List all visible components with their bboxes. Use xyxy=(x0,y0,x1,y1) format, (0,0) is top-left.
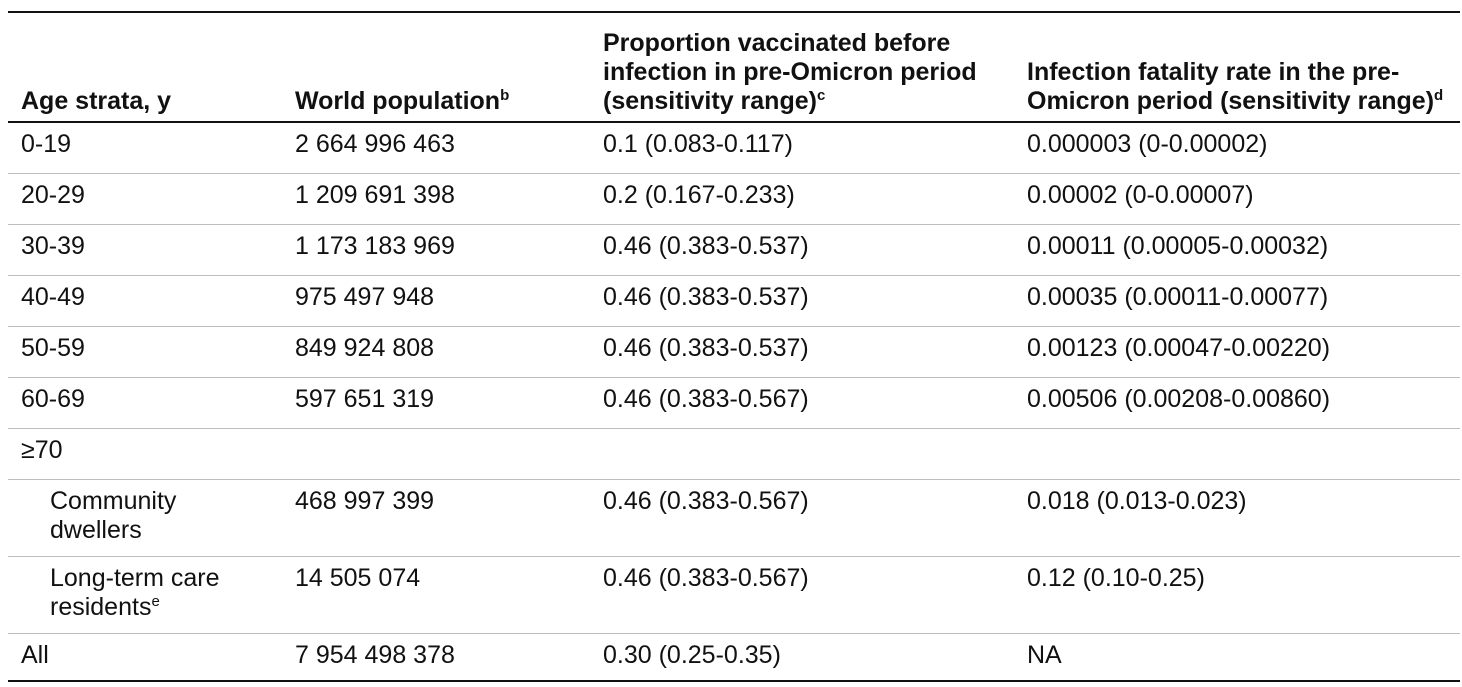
cell-ifr: 0.00002 (0-0.00007) xyxy=(1014,173,1460,225)
footnote-marker-e: e xyxy=(151,593,160,610)
footnote-marker-d: d xyxy=(1434,87,1444,104)
cell-vaccinated: 0.46 (0.383-0.537) xyxy=(590,326,1014,378)
table-body: 0-19 2 664 996 463 0.1 (0.083-0.117) 0.0… xyxy=(8,122,1460,682)
header-age-text: Age strata, y xyxy=(21,87,172,115)
cell-age: 40-49 xyxy=(8,275,282,327)
header-infection-fatality-rate: Infection fatality rate in the pre-Omicr… xyxy=(1014,12,1460,122)
cell-population: 1 209 691 398 xyxy=(282,173,590,225)
table-row-60-69: 60-69 597 651 319 0.46 (0.383-0.567) 0.0… xyxy=(8,377,1460,429)
cell-population: 1 173 183 969 xyxy=(282,224,590,276)
cell-age: Long-term care residentse xyxy=(8,556,282,634)
table-row-all: All 7 954 498 378 0.30 (0.25-0.35) NA xyxy=(8,633,1460,682)
cell-ifr: NA xyxy=(1014,633,1460,682)
data-table: Age strata, y World populationb Proporti… xyxy=(8,11,1460,682)
cell-vaccinated-empty xyxy=(590,428,1014,480)
cell-ifr: 0.00011 (0.00005-0.00032) xyxy=(1014,224,1460,276)
table-header: Age strata, y World populationb Proporti… xyxy=(8,12,1460,122)
cell-population: 975 497 948 xyxy=(282,275,590,327)
cell-population-empty xyxy=(282,428,590,480)
cell-vaccinated: 0.2 (0.167-0.233) xyxy=(590,173,1014,225)
cell-vaccinated: 0.46 (0.383-0.567) xyxy=(590,556,1014,634)
cell-age: 20-29 xyxy=(8,173,282,225)
cell-age: 0-19 xyxy=(8,122,282,174)
cell-ifr: 0.00035 (0.00011-0.00077) xyxy=(1014,275,1460,327)
header-row: Age strata, y World populationb Proporti… xyxy=(8,12,1460,122)
table-row-50-59: 50-59 849 924 808 0.46 (0.383-0.537) 0.0… xyxy=(8,326,1460,378)
footnote-marker-c: c xyxy=(816,87,826,104)
cell-age-text: Long-term care residents xyxy=(50,564,220,621)
cell-vaccinated: 0.46 (0.383-0.537) xyxy=(590,275,1014,327)
header-ifr-text: Infection fatality rate in the pre-Omicr… xyxy=(1027,58,1435,115)
cell-ifr: 0.018 (0.013-0.023) xyxy=(1014,479,1460,557)
cell-population: 597 651 319 xyxy=(282,377,590,429)
header-world-population: World populationb xyxy=(282,12,590,122)
cell-age: ≥70 xyxy=(8,428,282,480)
header-population-text: World population xyxy=(295,87,501,115)
header-age-strata: Age strata, y xyxy=(8,12,282,122)
cell-ifr: 0.00123 (0.00047-0.00220) xyxy=(1014,326,1460,378)
cell-ifr: 0.00506 (0.00208-0.00860) xyxy=(1014,377,1460,429)
table-row-community-dwellers: Community dwellers 468 997 399 0.46 (0.3… xyxy=(8,479,1460,557)
table-row-long-term-care: Long-term care residentse 14 505 074 0.4… xyxy=(8,556,1460,634)
header-vaccinated-text: Proportion vaccinated before infection i… xyxy=(603,29,977,115)
footnote-marker-b: b xyxy=(500,87,510,104)
table-row-20-29: 20-29 1 209 691 398 0.2 (0.167-0.233) 0.… xyxy=(8,173,1460,225)
cell-vaccinated: 0.46 (0.383-0.537) xyxy=(590,224,1014,276)
cell-ifr-empty xyxy=(1014,428,1460,480)
table-row-0-19: 0-19 2 664 996 463 0.1 (0.083-0.117) 0.0… xyxy=(8,122,1460,174)
cell-population: 468 997 399 xyxy=(282,479,590,557)
cell-age: 60-69 xyxy=(8,377,282,429)
cell-age: All xyxy=(8,633,282,682)
cell-ifr: 0.12 (0.10-0.25) xyxy=(1014,556,1460,634)
cell-vaccinated: 0.46 (0.383-0.567) xyxy=(590,479,1014,557)
data-table-container: Age strata, y World populationb Proporti… xyxy=(8,11,1460,682)
header-proportion-vaccinated: Proportion vaccinated before infection i… xyxy=(590,12,1014,122)
table-row-40-49: 40-49 975 497 948 0.46 (0.383-0.537) 0.0… xyxy=(8,275,1460,327)
table-row-30-39: 30-39 1 173 183 969 0.46 (0.383-0.537) 0… xyxy=(8,224,1460,276)
cell-vaccinated: 0.46 (0.383-0.567) xyxy=(590,377,1014,429)
cell-age: Community dwellers xyxy=(8,479,282,557)
cell-population: 849 924 808 xyxy=(282,326,590,378)
cell-population: 7 954 498 378 xyxy=(282,633,590,682)
cell-population: 2 664 996 463 xyxy=(282,122,590,174)
cell-population: 14 505 074 xyxy=(282,556,590,634)
cell-vaccinated: 0.30 (0.25-0.35) xyxy=(590,633,1014,682)
table-row-70-plus-group: ≥70 xyxy=(8,428,1460,480)
cell-age: 30-39 xyxy=(8,224,282,276)
cell-ifr: 0.000003 (0-0.00002) xyxy=(1014,122,1460,174)
cell-vaccinated: 0.1 (0.083-0.117) xyxy=(590,122,1014,174)
cell-age: 50-59 xyxy=(8,326,282,378)
